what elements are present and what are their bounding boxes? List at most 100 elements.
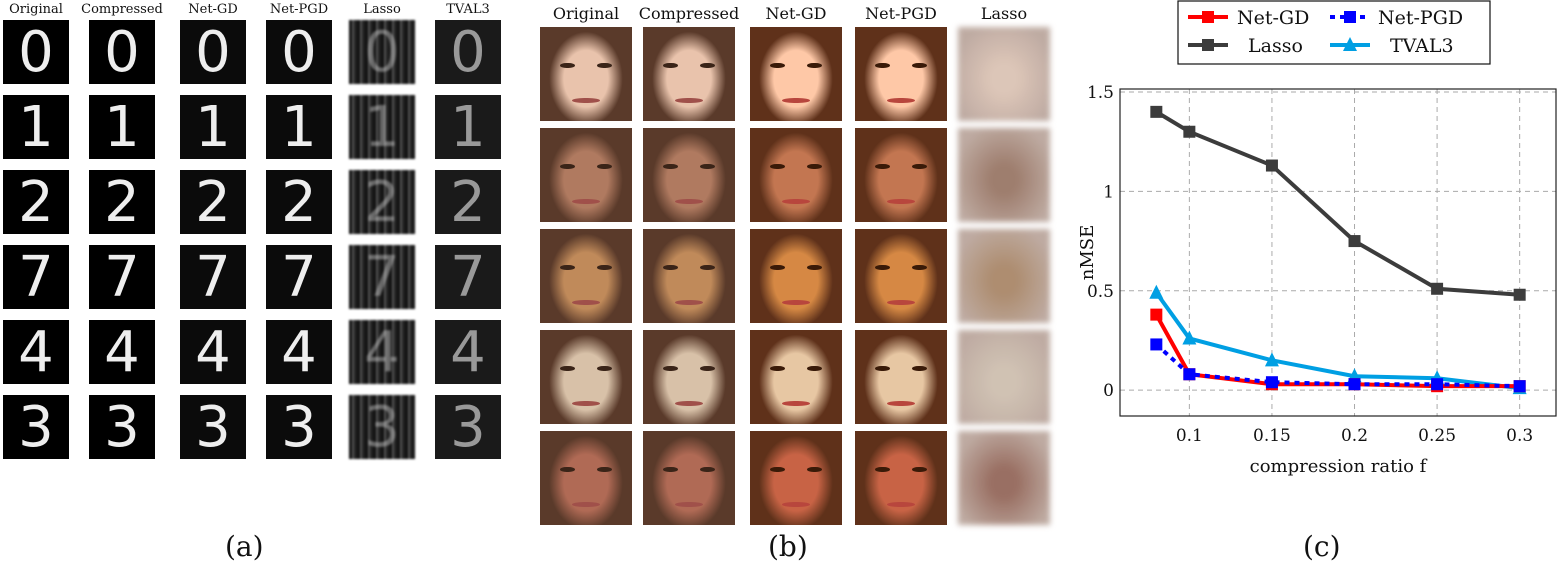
y-tick-label: 1.5 bbox=[1087, 83, 1114, 103]
column-header: Original bbox=[9, 2, 63, 17]
data-point bbox=[1431, 282, 1444, 295]
series-line-lasso bbox=[1155, 110, 1520, 297]
face-image bbox=[750, 431, 842, 525]
column-header: Lasso bbox=[363, 2, 401, 17]
digit-image: 7 bbox=[435, 245, 501, 309]
face-image bbox=[855, 229, 947, 323]
face-image bbox=[855, 431, 947, 525]
y-tick-label: 1 bbox=[1103, 182, 1114, 202]
legend-label: Net-GD bbox=[1237, 7, 1309, 29]
face-image bbox=[750, 128, 842, 222]
series-line-net-gd bbox=[1154, 313, 1520, 389]
face-image bbox=[750, 229, 842, 323]
plot-frame bbox=[1119, 88, 1557, 417]
column-header: Compressed bbox=[638, 4, 740, 23]
digit-image: 0 bbox=[89, 20, 155, 84]
face-image bbox=[643, 330, 735, 424]
column-header: Net-PGD bbox=[865, 4, 937, 23]
data-point bbox=[1348, 378, 1361, 391]
face-image bbox=[540, 431, 632, 525]
data-point bbox=[1265, 376, 1278, 389]
digit-image: 4 bbox=[435, 320, 501, 384]
legend-marker bbox=[1202, 39, 1214, 51]
face-image bbox=[855, 27, 947, 121]
digit-image: 1 bbox=[349, 95, 415, 159]
face-image bbox=[958, 431, 1050, 525]
digit-image: 2 bbox=[89, 170, 155, 234]
digit-image: 4 bbox=[89, 320, 155, 384]
face-image bbox=[750, 330, 842, 424]
caption-a: (a) bbox=[225, 530, 264, 563]
face-image bbox=[540, 27, 632, 121]
data-point bbox=[1265, 159, 1278, 172]
data-point bbox=[1264, 352, 1279, 367]
face-image bbox=[958, 229, 1050, 323]
face-image bbox=[540, 128, 632, 222]
y-tick-label: 0 bbox=[1103, 381, 1114, 401]
digit-image: 3 bbox=[3, 395, 69, 459]
legend-marker bbox=[1343, 37, 1357, 51]
legend-marker bbox=[1202, 11, 1214, 23]
digit-image: 3 bbox=[435, 395, 501, 459]
data-point bbox=[1149, 284, 1164, 299]
x-axis-label: compression ratio f bbox=[1250, 456, 1428, 477]
data-point bbox=[1513, 288, 1526, 301]
face-image bbox=[958, 128, 1050, 222]
x-tick-label: 0.1 bbox=[1176, 426, 1203, 446]
x-tick-label: 0.2 bbox=[1341, 426, 1368, 446]
digit-image: 0 bbox=[435, 20, 501, 84]
face-image bbox=[540, 330, 632, 424]
face-image bbox=[643, 128, 735, 222]
digit-image: 4 bbox=[180, 320, 246, 384]
column-header: Net-GD bbox=[188, 2, 238, 17]
column-header: TVAL3 bbox=[446, 2, 490, 17]
digit-image: 1 bbox=[3, 95, 69, 159]
digit-image: 7 bbox=[266, 245, 332, 309]
digit-image: 1 bbox=[266, 95, 332, 159]
digit-image: 0 bbox=[180, 20, 246, 84]
face-image bbox=[643, 431, 735, 525]
digit-image: 2 bbox=[180, 170, 246, 234]
data-point bbox=[1183, 368, 1196, 381]
digit-image: 1 bbox=[89, 95, 155, 159]
digit-image: 7 bbox=[89, 245, 155, 309]
digit-image: 4 bbox=[349, 320, 415, 384]
legend-label: Net-PGD bbox=[1378, 7, 1463, 29]
digit-image: 3 bbox=[349, 395, 415, 459]
face-image bbox=[643, 27, 735, 121]
legend-marker bbox=[1344, 11, 1356, 23]
digit-image: 1 bbox=[180, 95, 246, 159]
y-axis-label: nMSE bbox=[1077, 225, 1098, 281]
x-tick-label: 0.15 bbox=[1253, 426, 1291, 446]
digit-image: 3 bbox=[180, 395, 246, 459]
data-point bbox=[1150, 308, 1163, 321]
data-point bbox=[1182, 330, 1197, 345]
digit-image: 7 bbox=[349, 245, 415, 309]
digit-image: 0 bbox=[266, 20, 332, 84]
caption-b: (b) bbox=[768, 530, 808, 563]
digit-image: 0 bbox=[3, 20, 69, 84]
column-header: Net-PGD bbox=[269, 2, 329, 17]
digit-image: 7 bbox=[180, 245, 246, 309]
face-image bbox=[750, 27, 842, 121]
data-point bbox=[1431, 378, 1444, 391]
column-header: Original bbox=[552, 4, 620, 23]
series-line-tval3 bbox=[1154, 291, 1520, 391]
face-image bbox=[855, 330, 947, 424]
caption-c: (c) bbox=[1303, 530, 1341, 563]
column-header: Lasso bbox=[980, 4, 1028, 23]
data-point bbox=[1183, 125, 1196, 138]
x-tick-label: 0.25 bbox=[1418, 426, 1456, 446]
face-image bbox=[958, 27, 1050, 121]
digit-image: 4 bbox=[266, 320, 332, 384]
face-image bbox=[540, 229, 632, 323]
digit-image: 2 bbox=[266, 170, 332, 234]
digit-image: 2 bbox=[435, 170, 501, 234]
legend-label: TVAL3 bbox=[1390, 35, 1454, 57]
column-header: Compressed bbox=[81, 2, 163, 17]
data-point bbox=[1150, 338, 1163, 351]
digit-image: 2 bbox=[3, 170, 69, 234]
y-tick-label: 0.5 bbox=[1087, 282, 1114, 302]
